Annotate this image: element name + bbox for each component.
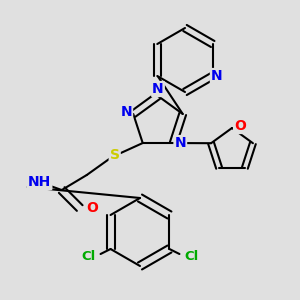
Text: S: S (110, 148, 120, 162)
Text: NH: NH (28, 175, 51, 189)
Text: N: N (211, 69, 223, 83)
Text: Cl: Cl (184, 250, 199, 263)
Text: N: N (152, 82, 164, 96)
Text: Cl: Cl (81, 250, 96, 263)
Text: O: O (86, 201, 98, 215)
Text: O: O (234, 119, 246, 133)
Text: N: N (175, 136, 186, 150)
Text: N: N (121, 105, 132, 119)
